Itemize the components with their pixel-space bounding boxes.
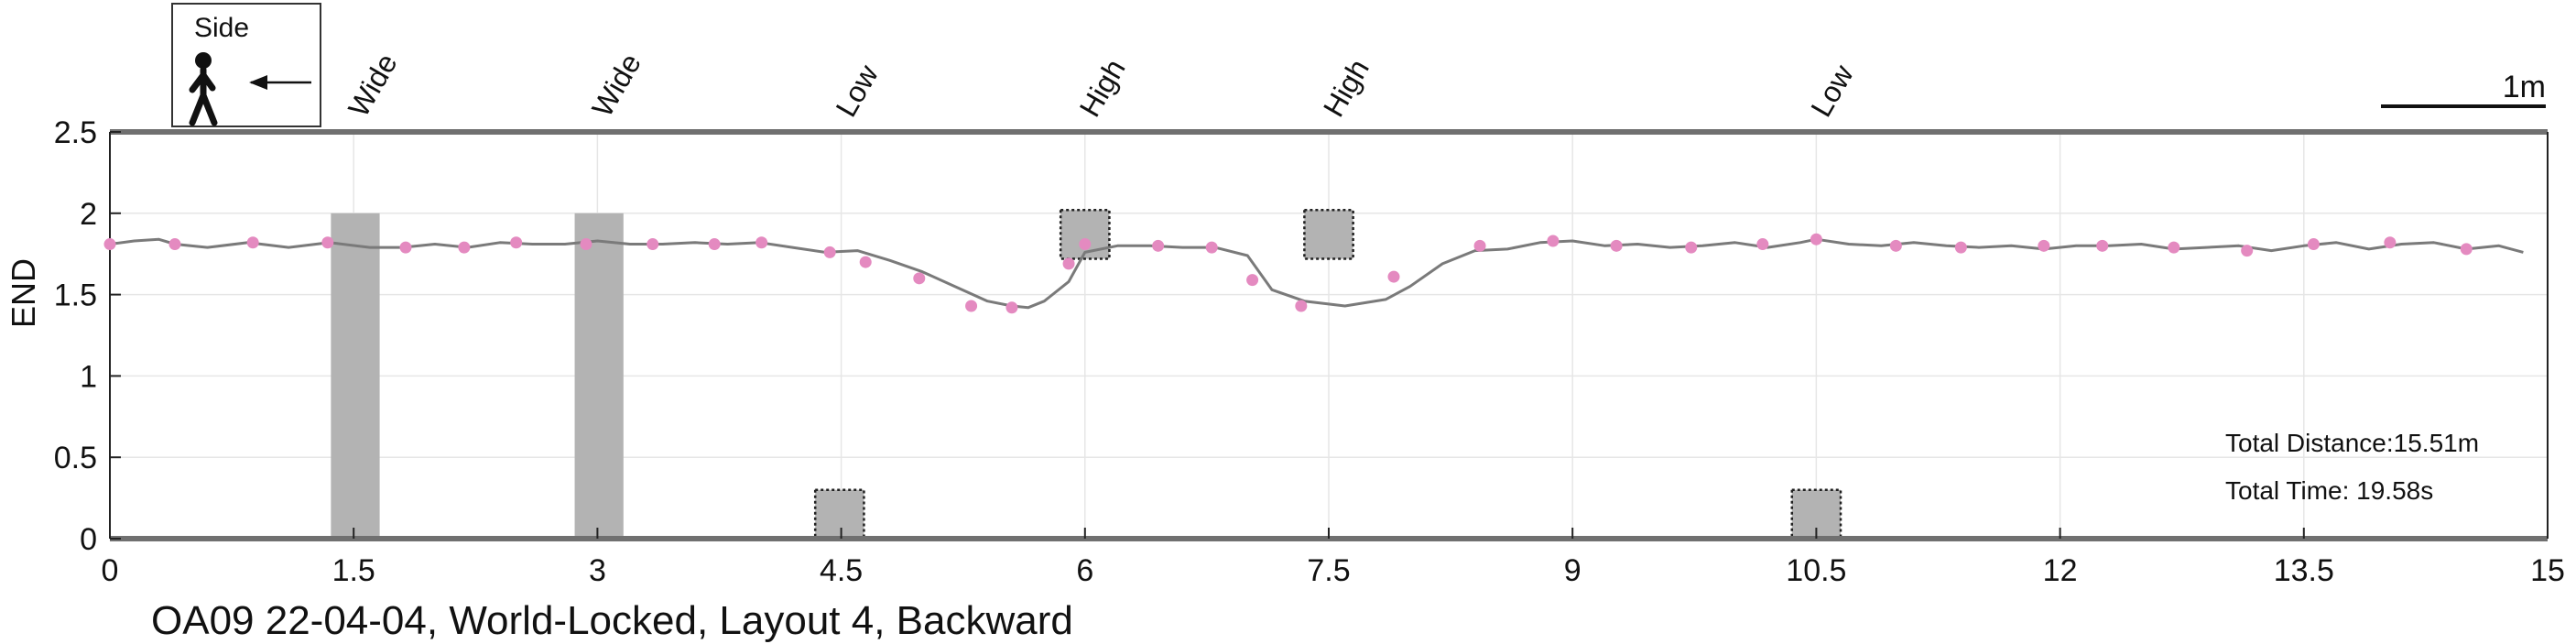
chart-title: OA09 22-04-04, World-Locked, Layout 4, B… (151, 598, 1073, 643)
scale-bar: 1m (2381, 70, 2546, 108)
x-tick-label: 13.5 (2274, 553, 2334, 588)
x-tick-label: 12 (2043, 553, 2078, 588)
footstep-marker (859, 256, 872, 268)
footstep-marker (2038, 239, 2050, 252)
walking-person-icon (189, 52, 218, 126)
x-tick-label: 10.5 (1786, 553, 1846, 588)
obstacle-high (1059, 208, 1111, 260)
footstep-marker (1685, 241, 1698, 254)
obstacle-low (813, 488, 865, 540)
footstep-marker (1246, 274, 1259, 287)
arrow-left-icon (249, 75, 311, 90)
x-tick-label: 6 (1076, 553, 1093, 588)
footstep-marker (1387, 270, 1400, 283)
footstep-marker (823, 246, 836, 258)
footstep-marker (1205, 241, 1218, 254)
footstep-marker (2384, 236, 2397, 249)
obstacle-wide (331, 213, 380, 540)
footstep-marker (913, 272, 926, 285)
footstep-marker (1810, 233, 1822, 246)
x-tick-label: 0 (102, 553, 119, 588)
scale-bar-label: 1m (2503, 70, 2546, 104)
obstacle-label: High (1073, 54, 1132, 123)
footstep-marker (580, 238, 592, 251)
obstacle-label: Low (829, 59, 885, 123)
footstep-marker (103, 238, 116, 251)
footstep-marker (1062, 257, 1075, 270)
x-tick-label: 7.5 (1307, 553, 1350, 588)
footstep-marker (2096, 239, 2109, 252)
footstep-marker (1152, 239, 1165, 252)
obstacle-label: Low (1804, 59, 1860, 123)
footstep-marker (1756, 238, 1769, 251)
footstep-marker (168, 238, 181, 251)
direction-legend: Side (171, 3, 321, 127)
y-tick-label: 1.5 (54, 278, 97, 313)
obstacle-labels: Wide Wide Low High High Low (342, 48, 1860, 122)
footstep-marker (458, 241, 471, 254)
footstep-marker (755, 236, 768, 249)
footstep-marker (1295, 300, 1308, 312)
footstep-marker (1954, 241, 1967, 254)
x-tick-label: 9 (1564, 553, 1581, 588)
grid (109, 131, 2549, 540)
x-tick-label: 4.5 (820, 553, 863, 588)
footstep-marker (2241, 245, 2254, 257)
total-distance-annotation: Total Distance:15.51m (2225, 429, 2479, 457)
footstep-marker (1005, 301, 1018, 314)
obstacle-wide (574, 213, 624, 540)
obstacle-high (1303, 208, 1354, 260)
footstep-marker (246, 236, 259, 249)
footstep-marker (2307, 238, 2320, 251)
y-tick-label: 2 (80, 197, 97, 232)
y-tick-label: 0 (80, 522, 97, 557)
y-tick-label: 2.5 (54, 115, 97, 150)
series-line (109, 237, 2524, 310)
footstep-marker (708, 238, 721, 251)
footstep-marker (965, 300, 978, 312)
obstacles (331, 208, 1842, 540)
footstep-marker (1889, 239, 1902, 252)
x-tick-label: 3 (589, 553, 606, 588)
footstep-marker (1079, 238, 1092, 251)
legend-side-label: Side (194, 13, 249, 43)
obstacle-label: Wide (342, 48, 404, 122)
y-tick-label: 1 (80, 359, 97, 394)
footstep-marker (1610, 239, 1623, 252)
footstep-marker (2168, 241, 2180, 254)
x-tick-label: 1.5 (332, 553, 375, 588)
y-axis-label: END (5, 258, 42, 328)
y-tick-label: 0.5 (54, 441, 97, 475)
footstep-marker (1547, 235, 1560, 247)
footstep-marker (647, 238, 659, 251)
total-time-annotation: Total Time: 19.58s (2225, 476, 2433, 505)
obstacle-label: High (1317, 54, 1375, 123)
axes: 0 1.5 3 4.5 6 7.5 9 10.5 12 13.5 15 0 0.5 1 1.5 2 2.5 (54, 115, 2565, 588)
series-layer (103, 233, 2524, 314)
footstep-marker (321, 236, 334, 249)
footstep-marker (1473, 239, 1486, 252)
footstep-marker (510, 236, 523, 249)
footstep-marker (399, 241, 412, 254)
obstacle-label: Wide (585, 48, 647, 122)
footstep-marker (2460, 243, 2473, 256)
x-tick-label: 15 (2530, 553, 2565, 588)
